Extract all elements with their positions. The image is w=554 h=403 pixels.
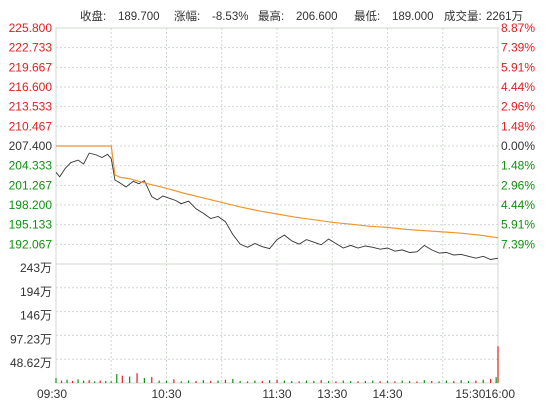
percent-tick-label: 8.87%	[501, 21, 535, 35]
price-tick-label: 222.733	[9, 41, 53, 55]
volume-value: 2261万	[486, 11, 523, 23]
price-tick-label: 210.467	[9, 119, 53, 133]
time-tick-label: 13:30	[317, 387, 347, 401]
volume-tick-label: 48.62万	[10, 356, 52, 370]
volume-tick-label: 243万	[20, 261, 52, 275]
price-lines	[55, 145, 499, 260]
grid	[55, 27, 499, 384]
change-label: 涨幅:	[174, 10, 200, 23]
price-tick-label: 207.400	[9, 139, 53, 153]
time-tick-label: 16:00	[485, 387, 515, 401]
price-tick-label: 192.067	[9, 237, 53, 251]
percent-tick-label: 1.48%	[501, 119, 535, 133]
volume-tick-label: 194万	[20, 285, 52, 299]
price-tick-label: 195.133	[9, 218, 53, 232]
percent-tick-label: 5.91%	[501, 218, 535, 232]
volume-bars	[55, 346, 499, 383]
time-tick-label: 10:30	[151, 387, 181, 401]
percent-tick-label: 0.00%	[501, 139, 535, 153]
volume-axis: 243万 194万 146万 97.23万 48.62万	[10, 261, 52, 370]
percent-tick-label: 2.96%	[501, 100, 535, 114]
percent-tick-label: 1.48%	[501, 159, 535, 173]
percent-tick-label: 4.44%	[501, 198, 535, 212]
time-tick-label: 14:30	[372, 387, 402, 401]
percent-axis: 8.87% 7.39% 5.91% 4.44% 2.96% 1.48% 0.00% 1.48%…	[501, 21, 535, 251]
change-value: -8.53%	[212, 11, 248, 23]
price-axis: 225.800 222.733 219.667 216.600 213.533 210.4…	[9, 21, 53, 251]
time-tick-label: 11:30	[262, 387, 291, 401]
price-tick-label: 213.533	[9, 100, 53, 114]
price-tick-label: 198.200	[9, 198, 53, 212]
low-label: 最低:	[354, 10, 380, 23]
time-tick-label: 09:30	[37, 387, 67, 401]
price-line	[55, 152, 499, 260]
price-tick-label: 201.267	[9, 178, 53, 192]
percent-tick-label: 2.96%	[501, 178, 535, 192]
close-label: 收盘:	[80, 9, 106, 23]
low-value: 189.000	[392, 11, 434, 23]
volume-tick-label: 146万	[20, 309, 52, 323]
percent-tick-label: 7.39%	[501, 237, 535, 251]
price-tick-label: 225.800	[9, 21, 53, 35]
percent-tick-label: 7.39%	[501, 41, 535, 55]
close-value: 189.700	[118, 11, 160, 23]
high-value: 206.600	[296, 11, 338, 23]
volume-tick-label: 97.23万	[10, 332, 52, 346]
price-tick-label: 219.667	[9, 60, 53, 74]
price-tick-label: 204.333	[9, 159, 53, 173]
percent-tick-label: 4.44%	[501, 80, 535, 94]
time-tick-label: 15:30	[455, 387, 485, 401]
percent-tick-label: 5.91%	[501, 60, 535, 74]
price-tick-label: 216.600	[9, 80, 53, 94]
time-axis: 09:30 10:30 11:30 13:30 14:30 15:30 16:00	[37, 387, 515, 401]
high-label: 最高:	[258, 9, 284, 23]
volume-label: 成交量:	[444, 9, 482, 23]
average-price-line	[56, 145, 499, 239]
